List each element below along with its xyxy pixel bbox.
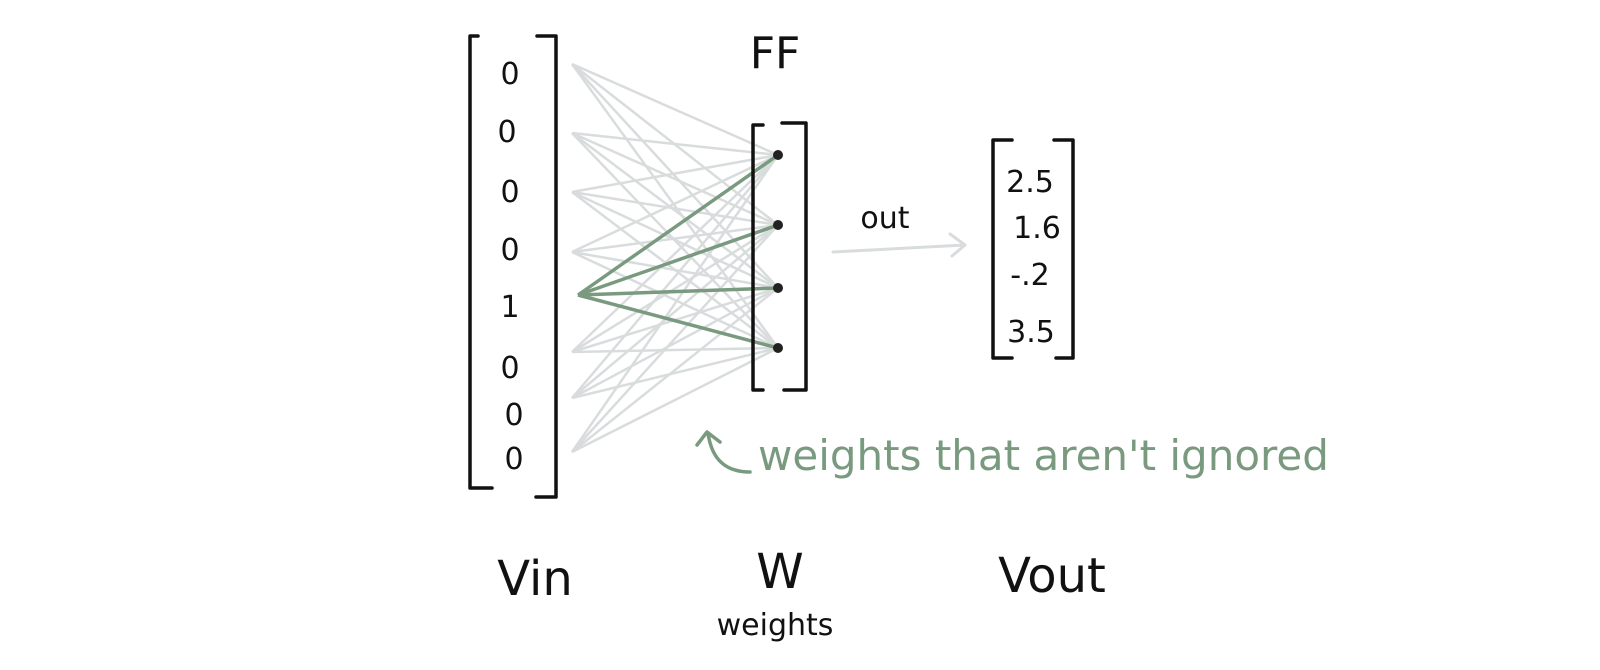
vin-bracket-left <box>468 34 494 490</box>
ignored-connection <box>571 223 779 354</box>
active-connection <box>577 223 779 297</box>
ignored-connection <box>571 154 779 353</box>
ignored-connection <box>571 250 779 290</box>
ignored-connection <box>571 287 779 453</box>
vin-label: Vin <box>497 551 573 607</box>
vout-value: 1.6 <box>1013 211 1061 246</box>
weight-node <box>773 220 783 230</box>
weight-node <box>773 150 783 160</box>
vin-value: 0 <box>500 57 519 92</box>
ignored-connection <box>571 346 779 454</box>
ignored-connection <box>571 346 779 354</box>
ignored-connection <box>571 224 779 399</box>
active-connection <box>576 153 780 297</box>
ignored-connection <box>571 346 779 400</box>
vout-bracket-right <box>1052 138 1075 360</box>
weight-connections <box>570 62 780 454</box>
ignored-connection <box>571 153 779 194</box>
ignored-connection <box>571 154 779 399</box>
ignored-connection <box>571 224 779 453</box>
ignored-connection <box>570 154 780 453</box>
weights-label: W <box>756 544 803 600</box>
ignored-connection <box>571 223 779 254</box>
vout-value: 3.5 <box>1007 315 1055 350</box>
weights-sublabel: weights <box>717 608 834 643</box>
vin-value: 0 <box>504 442 523 477</box>
ignored-connection <box>571 62 779 157</box>
weight-nodes <box>773 150 783 353</box>
vin-value: 0 <box>500 175 519 210</box>
vin-bracket-right <box>534 34 558 499</box>
vout-values: 2.5 1.6 -.2 3.5 <box>1006 165 1061 350</box>
ignored-connection <box>571 153 779 254</box>
vin-values: 0 0 0 0 1 0 0 0 <box>497 57 523 477</box>
vin-value: 1 <box>500 290 519 325</box>
vin-value: 0 <box>500 233 519 268</box>
weight-node <box>773 343 783 353</box>
active-connection <box>577 286 779 297</box>
weights-bracket-right <box>780 121 808 392</box>
ignored-connection <box>571 286 779 400</box>
ignored-connection <box>571 131 779 227</box>
ignored-connection <box>571 63 779 289</box>
out-arrow-icon <box>831 232 967 258</box>
ignored-connection <box>571 190 779 290</box>
ignored-connection <box>570 63 780 349</box>
ignored-connection <box>571 131 779 157</box>
ff-title: FF <box>750 28 801 79</box>
out-arrow-label: out <box>860 201 909 236</box>
vout-label: Vout <box>998 548 1106 604</box>
annotation-text: weights that aren't ignored <box>758 431 1329 480</box>
annotation-arrow-icon <box>695 430 752 474</box>
vout-bracket-left <box>991 138 1014 360</box>
weights-bracket-left <box>751 123 765 392</box>
weight-node <box>773 283 783 293</box>
vout-value: 2.5 <box>1006 165 1054 200</box>
vin-value: 0 <box>504 398 523 433</box>
ignored-connection <box>571 190 779 227</box>
vin-value: 0 <box>500 351 519 386</box>
active-connection <box>577 293 779 350</box>
vin-value: 0 <box>497 115 516 150</box>
ignored-connection <box>571 250 779 350</box>
vout-value: -.2 <box>1010 258 1049 293</box>
